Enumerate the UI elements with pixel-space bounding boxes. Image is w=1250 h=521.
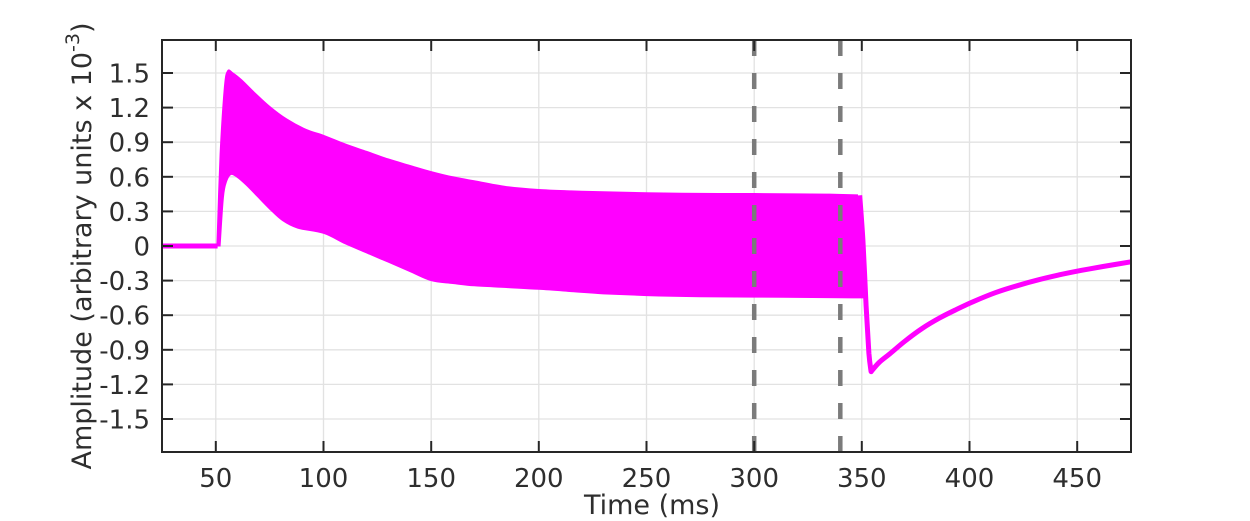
signal-offset-tail: [857, 195, 1132, 375]
y-tick-label: 0.9: [109, 129, 150, 159]
x-tick-label: 150: [406, 464, 456, 494]
x-tick-label: 200: [514, 464, 564, 494]
y-tick-label: 0.6: [109, 163, 150, 193]
y-tick-label: -0.3: [99, 267, 150, 297]
cursor-lines: [751, 40, 843, 452]
y-tick-label: -1.2: [99, 371, 150, 401]
y-tick-label: -0.9: [99, 336, 150, 366]
y-axis-label-superscript: -3: [62, 33, 84, 52]
signal-envelope-band: [216, 69, 865, 299]
y-tick-label: 0.3: [109, 198, 150, 228]
x-tick-label: 450: [1052, 464, 1102, 494]
y-axis-label: Amplitude (arbitrary units x 10-3): [62, 22, 98, 469]
x-tick-label: 100: [299, 464, 349, 494]
x-axis-label: Time (ms): [583, 490, 720, 521]
y-tick-label: 1.2: [109, 94, 150, 124]
x-tick-label: 300: [729, 464, 779, 494]
x-tick-label: 350: [837, 464, 887, 494]
y-tick-label: -0.6: [99, 302, 150, 332]
y-tick-label: -1.5: [99, 406, 150, 436]
y-tick-label: 1.5: [109, 60, 150, 90]
tick-marks: [162, 40, 1131, 452]
x-tick-label: 50: [199, 464, 232, 494]
y-tick-label: 0: [133, 233, 150, 263]
x-tick-label: 400: [945, 464, 995, 494]
y-tick-labels: 1.5 1.2 0.9 0.6 0.3 0 -0.3 -0.6 -0.9 -1.2 -1.5: [99, 60, 150, 436]
x-tick-labels: 50 100 150 200 250 300 350 400 450: [199, 464, 1102, 494]
x-tick-label: 250: [622, 464, 672, 494]
